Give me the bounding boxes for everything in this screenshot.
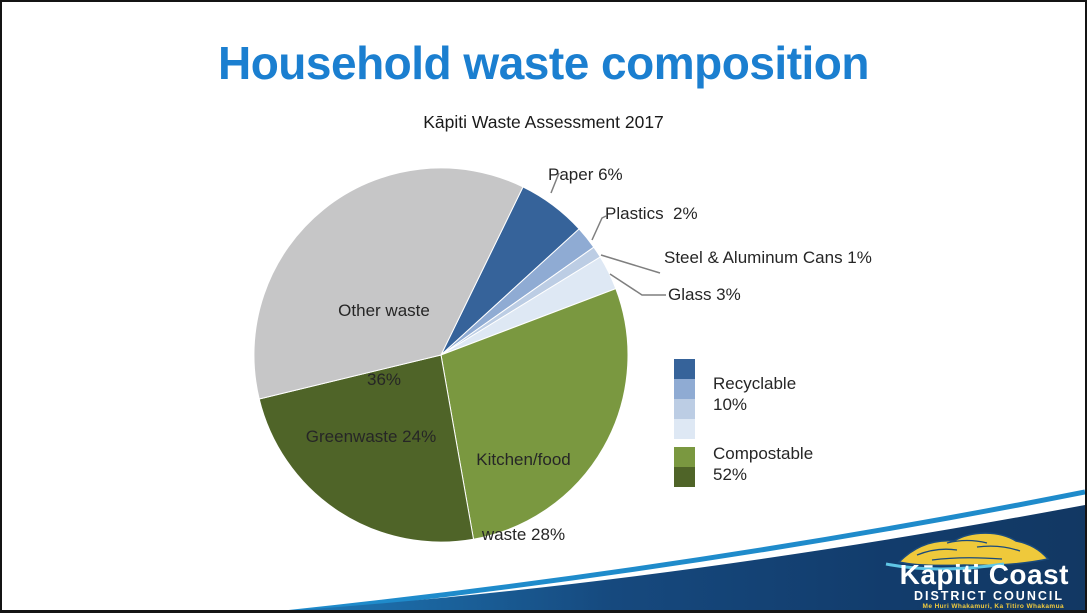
leader-line-glass xyxy=(609,273,666,296)
slice-label-greenwaste: Greenwaste 24% xyxy=(305,427,437,446)
slice-label-kitchen-line2: waste 28% xyxy=(481,525,566,544)
legend-swatch xyxy=(674,467,695,487)
pie-slice-other-waste xyxy=(253,167,524,400)
footer-banner xyxy=(288,489,1085,610)
legend-label-compostable: Compostable xyxy=(713,444,814,463)
banner-stripe xyxy=(288,489,1085,610)
slice-label-kitchen-line1: Kitchen/food xyxy=(476,450,571,469)
slice-label-plastics: Plastics 2% xyxy=(605,204,698,223)
kapiti-island-icon xyxy=(885,532,1050,571)
slide-subtitle: Kāpiti Waste Assessment 2017 xyxy=(423,112,664,132)
slice-label-kitchen-food-waste: Kitchen/food waste 28% xyxy=(461,397,586,597)
legend-swatch xyxy=(674,379,695,399)
banner-band xyxy=(298,505,1085,610)
org-tagline: Me Huri Whakamuri, Ka Titiro Whakamua xyxy=(922,603,1064,610)
legend-value-recyclable: 10% xyxy=(713,395,748,414)
leader-line-steel xyxy=(600,254,661,274)
slice-label-glass: Glass 3% xyxy=(668,285,741,304)
legend-entry-recyclable: Recyclable 10% xyxy=(713,373,796,415)
pie-chart xyxy=(253,167,629,543)
legend-label-recyclable: Recyclable xyxy=(713,374,797,393)
pie-slice-kitchen-food-waste xyxy=(440,287,629,540)
slice-label-other-waste: Other waste 36% xyxy=(323,253,445,437)
legend-swatch-stack-recyclable xyxy=(674,359,695,439)
legend-value-compostable: 52% xyxy=(713,465,748,484)
legend-swatch xyxy=(674,419,695,439)
slice-label-steel-aluminum-cans: Steel & Aluminum Cans 1% xyxy=(664,248,872,267)
legend-swatch xyxy=(674,399,695,419)
leader-line-paper xyxy=(550,172,560,194)
leader-line-plastics xyxy=(591,215,607,241)
legend-entry-compostable: Compostable 52% xyxy=(713,443,813,485)
slice-label-paper: Paper 6% xyxy=(548,165,623,184)
legend-swatch-stack-compostable xyxy=(674,447,695,487)
legend-swatch xyxy=(674,359,695,379)
legend-swatch xyxy=(674,447,695,467)
slide-title: Household waste composition xyxy=(217,37,870,89)
slice-label-other-waste-line1: Other waste xyxy=(338,301,430,320)
slice-label-other-waste-line2: 36% xyxy=(366,370,402,389)
org-subtitle: DISTRICT COUNCIL xyxy=(913,589,1064,603)
pie-slice-greenwaste xyxy=(258,354,475,543)
org-name: Kāpiti Coast xyxy=(899,559,1069,590)
